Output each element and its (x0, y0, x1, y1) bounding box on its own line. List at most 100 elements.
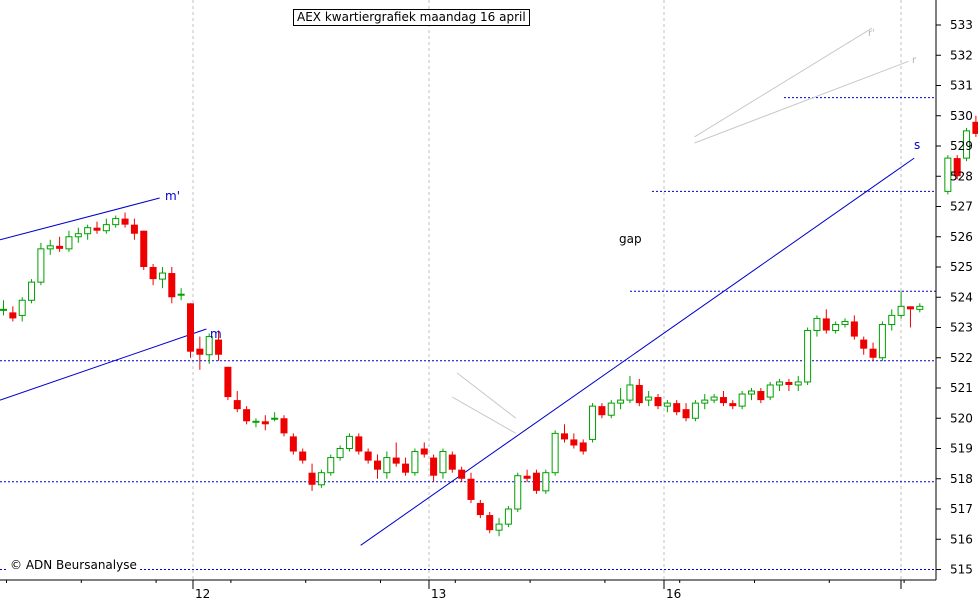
candle-body (271, 417, 279, 420)
candle-body (776, 381, 784, 386)
candle-body (224, 366, 232, 398)
candle-body (869, 348, 877, 358)
candle-body (757, 391, 765, 401)
channel-small-upper (456, 372, 517, 419)
candle-body (860, 339, 868, 349)
candle-body (804, 330, 812, 383)
y-tick-label: 521 (950, 381, 973, 395)
candle-body (476, 502, 484, 516)
candle-body (850, 321, 858, 337)
candle-body (196, 348, 204, 355)
y-tick-label: 532 (950, 48, 973, 62)
candle-body (364, 451, 372, 461)
annotation-labels: gap m' m s r' r (165, 28, 920, 341)
candle-body (430, 457, 438, 476)
candle-body (663, 402, 671, 407)
copyright-credit: © ADN Beursanalyse (8, 558, 139, 572)
candle-body (402, 463, 410, 473)
candle-body (187, 303, 194, 352)
candle-body (635, 384, 643, 404)
candle-body (383, 457, 391, 474)
candle-body (617, 399, 625, 404)
candle-body (0, 308, 7, 311)
candle-body (299, 451, 307, 461)
candle-body (626, 384, 634, 401)
y-tick-label: 525 (950, 260, 973, 274)
candle-body (243, 409, 251, 422)
candle-body (149, 267, 157, 280)
candle-body (439, 451, 447, 474)
candle-body (589, 405, 597, 440)
candle-body (392, 457, 400, 464)
candle-body (607, 402, 615, 416)
y-tick-label: 524 (950, 290, 973, 304)
candle-body (972, 121, 978, 134)
candle-body (822, 318, 830, 331)
candle-body (374, 460, 381, 470)
candle-body (448, 454, 456, 470)
candle-body (486, 515, 494, 531)
candle-body (65, 236, 73, 250)
candle-body (177, 293, 185, 296)
x-tick-label: 12 (195, 587, 210, 601)
candle-body (28, 281, 36, 301)
y-tick-label: 520 (950, 411, 973, 425)
y-tick-label: 523 (950, 321, 973, 335)
candle-body (467, 478, 475, 500)
candle-body (46, 245, 54, 250)
candle-body (130, 224, 138, 234)
candle-body (280, 418, 288, 434)
candle-body (551, 432, 559, 474)
candle-body (944, 157, 952, 192)
trendline-m (0, 328, 207, 401)
candle-body (18, 299, 26, 316)
candle-body (140, 230, 148, 267)
candle-body (645, 396, 653, 401)
channel-upper-label: r' (868, 28, 875, 39)
candle-body (37, 248, 45, 283)
y-tick-label: 519 (950, 442, 973, 456)
y-tick-label: 533 (950, 18, 973, 32)
candle-body (701, 399, 709, 404)
candle-body (504, 508, 512, 525)
x-tick-label: 16 (666, 587, 681, 601)
candle-body (289, 436, 297, 452)
candle-body (121, 218, 129, 225)
candle-body (495, 523, 503, 531)
chart-title: AEX kwartiergrafiek maandag 16 april (293, 9, 530, 26)
candle-body (906, 306, 914, 310)
candle-body (9, 312, 17, 319)
candle-body (532, 472, 540, 491)
y-tick-label: 530 (950, 109, 973, 123)
candle-body (878, 323, 886, 359)
gap-label: gap (619, 232, 642, 246)
channel-lower (694, 60, 909, 144)
candle-body (598, 406, 606, 416)
candle-body (56, 245, 64, 249)
candle-body (523, 475, 531, 479)
candle-body (411, 451, 419, 474)
candle-body (832, 323, 840, 332)
y-tick-label: 517 (950, 502, 973, 516)
y-tick-label: 518 (950, 472, 973, 486)
y-tick-label: 527 (950, 200, 973, 214)
candle-body (74, 233, 82, 238)
y-tick-label: 529 (950, 139, 973, 153)
candle-body (682, 409, 690, 419)
candle-body (916, 305, 924, 310)
candle-body (327, 457, 335, 474)
candle-body (542, 472, 550, 492)
trendline-s (360, 157, 915, 546)
candle-body (112, 218, 120, 226)
candle-body (514, 475, 522, 510)
y-tick-label: 516 (950, 532, 973, 546)
line-m-label: m (210, 327, 222, 341)
candle-body (355, 436, 363, 452)
y-tick-label: 531 (950, 79, 973, 93)
line-s-label: s (914, 138, 920, 152)
candle-body (691, 402, 699, 419)
candle-body (719, 397, 727, 404)
candle-body (458, 469, 466, 479)
